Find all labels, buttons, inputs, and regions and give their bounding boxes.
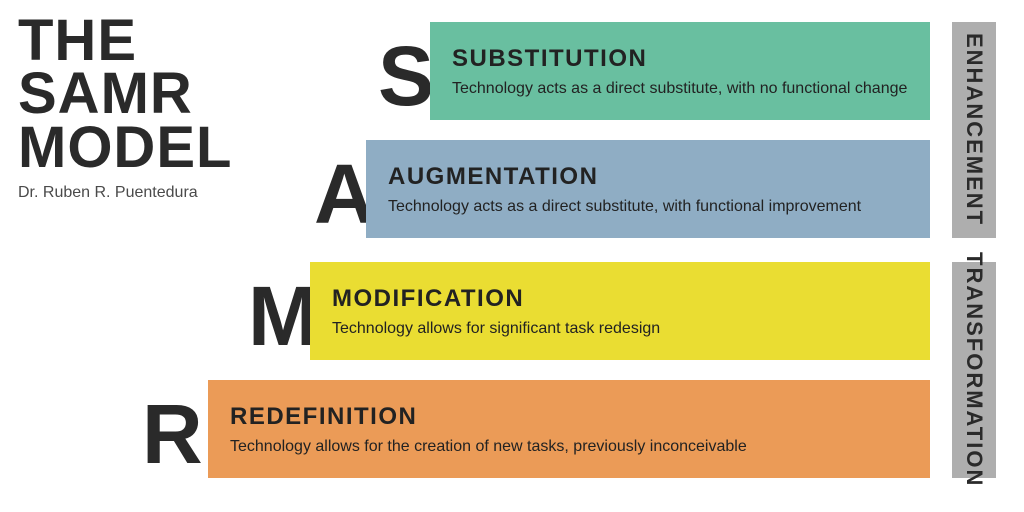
level-heading-a: AUGMENTATION xyxy=(388,163,908,191)
title-line-3: MODEL xyxy=(18,121,232,174)
sidebar-transformation-label: TRANSFORMATION xyxy=(961,252,987,487)
level-desc-r: Technology allows for the creation of ne… xyxy=(230,437,908,457)
level-heading-r: REDEFINITION xyxy=(230,403,908,431)
level-letter-m: M xyxy=(248,274,318,358)
samr-diagram: THE SAMR MODEL Dr. Ruben R. Puentedura S… xyxy=(0,0,1024,512)
level-bar-m: MODIFICATION Technology allows for signi… xyxy=(310,262,930,360)
level-bar-r: REDEFINITION Technology allows for the c… xyxy=(208,380,930,478)
sidebar-transformation: TRANSFORMATION xyxy=(952,262,996,478)
sidebar-enhancement: ENHANCEMENT xyxy=(952,22,996,238)
level-desc-s: Technology acts as a direct substitute, … xyxy=(452,79,908,99)
level-letter-r: R xyxy=(142,392,203,476)
title-block: THE SAMR MODEL Dr. Ruben R. Puentedura xyxy=(18,14,232,202)
title-credit: Dr. Ruben R. Puentedura xyxy=(18,184,232,202)
level-bar-s: SUBSTITUTION Technology acts as a direct… xyxy=(430,22,930,120)
title-line-1: THE xyxy=(18,14,232,67)
level-desc-a: Technology acts as a direct substitute, … xyxy=(388,197,908,217)
level-letter-s: S xyxy=(378,34,434,118)
title-line-2: SAMR xyxy=(18,67,232,120)
level-heading-s: SUBSTITUTION xyxy=(452,45,908,73)
level-desc-m: Technology allows for significant task r… xyxy=(332,319,908,339)
level-bar-a: AUGMENTATION Technology acts as a direct… xyxy=(366,140,930,238)
sidebar-enhancement-label: ENHANCEMENT xyxy=(961,33,987,226)
level-heading-m: MODIFICATION xyxy=(332,285,908,313)
